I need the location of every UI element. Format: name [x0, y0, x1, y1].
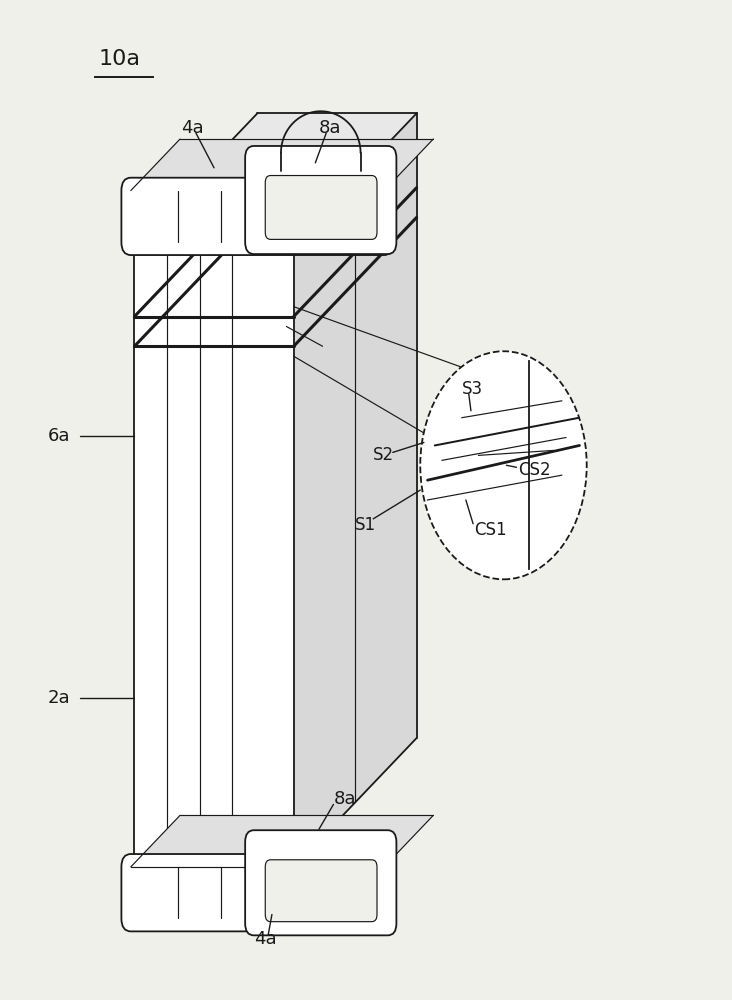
Text: 10a: 10a — [98, 49, 141, 69]
FancyBboxPatch shape — [265, 860, 377, 922]
Polygon shape — [131, 815, 433, 867]
Text: 4a: 4a — [254, 930, 277, 948]
Polygon shape — [294, 113, 417, 867]
Text: S3: S3 — [461, 380, 482, 398]
FancyBboxPatch shape — [122, 854, 394, 931]
Text: S1: S1 — [355, 516, 376, 534]
FancyBboxPatch shape — [245, 146, 397, 254]
Polygon shape — [131, 139, 433, 191]
Text: 6a: 6a — [48, 427, 70, 445]
Text: 8a: 8a — [319, 119, 341, 137]
Circle shape — [420, 351, 587, 579]
Text: 2a: 2a — [48, 689, 70, 707]
FancyBboxPatch shape — [122, 178, 394, 255]
FancyBboxPatch shape — [245, 830, 397, 935]
Text: S2: S2 — [373, 446, 395, 464]
FancyBboxPatch shape — [265, 176, 377, 239]
Polygon shape — [135, 242, 294, 867]
Text: 8a: 8a — [334, 790, 356, 808]
Text: CS2: CS2 — [518, 461, 550, 479]
Text: 4a: 4a — [182, 119, 204, 137]
Polygon shape — [135, 113, 417, 242]
Text: CS1: CS1 — [474, 521, 507, 539]
